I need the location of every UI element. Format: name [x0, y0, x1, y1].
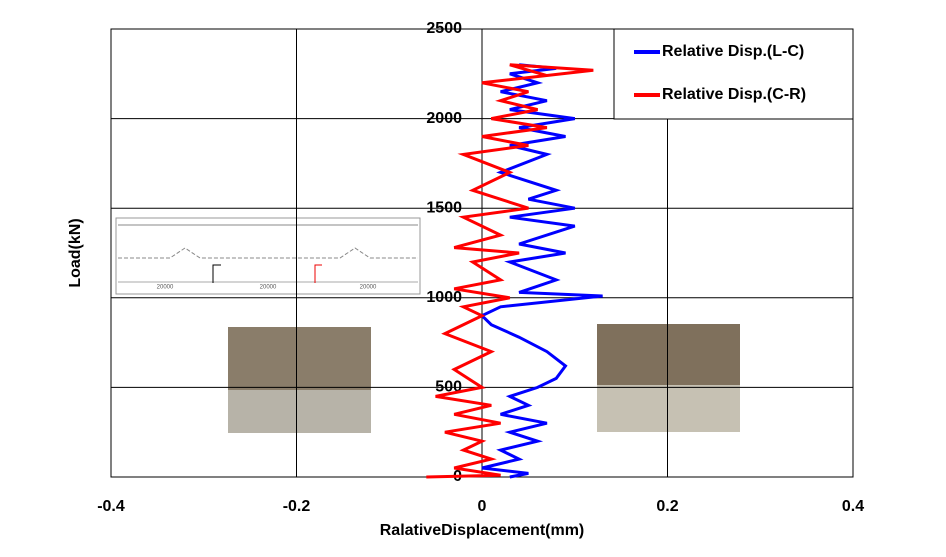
y-tick-label: 1000: [426, 289, 462, 306]
data-line: [426, 63, 594, 479]
x-tick-label: 0.2: [656, 498, 678, 515]
x-tick-label: 0: [478, 498, 487, 515]
data-line: [479, 63, 603, 479]
inset-photo: [228, 390, 371, 433]
legend-box: [613, 28, 854, 120]
legend-label: Relative Disp.(C-R): [662, 86, 806, 103]
legend-label: Relative Disp.(L-C): [662, 43, 804, 60]
x-tick-label: -0.2: [283, 498, 311, 515]
inset-label: 20000: [260, 285, 277, 291]
x-tick-label: 0.4: [842, 498, 864, 515]
y-tick-label: 1500: [426, 199, 462, 216]
y-tick-label: 2000: [426, 110, 462, 127]
inset-photo: [597, 385, 740, 432]
y-axis-label: Load(kN): [67, 218, 84, 287]
x-axis-label: RalativeDisplacement(mm): [380, 522, 585, 539]
x-tick-label: -0.4: [97, 498, 125, 515]
inset-label: 20000: [360, 285, 377, 291]
y-tick-label: 2500: [426, 20, 462, 37]
inset-label: 20000: [157, 285, 174, 291]
inset-diagram: [115, 217, 421, 295]
